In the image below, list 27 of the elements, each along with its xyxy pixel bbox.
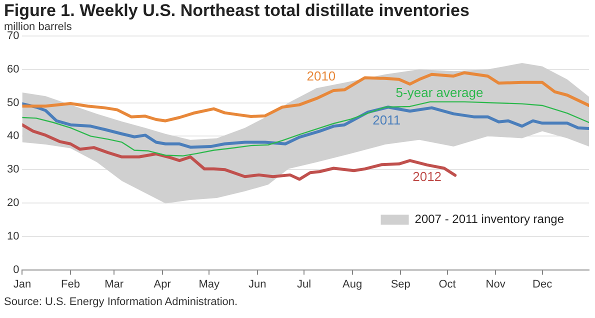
x-tick-label: Feb — [61, 278, 80, 290]
y-tick-label: 50 — [6, 96, 20, 109]
x-tick-label: Sep — [390, 278, 410, 290]
x-tick-label: Mar — [104, 278, 124, 290]
series-label: 2010 — [306, 68, 336, 84]
x-tick-label: Jun — [248, 278, 266, 290]
x-tick-label: Jan — [13, 278, 32, 290]
source-note: Source: U.S. Energy Information Administration. — [4, 296, 238, 308]
series-label: 2012 — [412, 169, 442, 184]
x-tick-label: Dec — [532, 278, 553, 290]
y-tick-label: 60 — [6, 63, 20, 76]
series-label: 5-year average — [396, 85, 484, 100]
legend-label: 2007 - 2011 inventory range — [414, 212, 564, 226]
x-tick-label: May — [198, 278, 220, 290]
x-tick-label: Oct — [438, 278, 456, 290]
y-tick-label: 70 — [6, 30, 20, 42]
y-tick-label: 30 — [6, 164, 20, 176]
y-tick-label: 10 — [6, 230, 20, 242]
y-tick-label: 0 — [13, 264, 20, 276]
x-tick-label: Jul — [297, 278, 312, 290]
y-tick-label: 20 — [6, 197, 20, 210]
series-label: 2011 — [372, 112, 401, 128]
y-tick-label: 40 — [6, 130, 20, 142]
x-tick-label: Aug — [342, 278, 362, 290]
chart-title: Figure 1. Weekly U.S. Northeast total distillate inventories — [4, 1, 470, 21]
x-tick-label: Apr — [154, 278, 172, 290]
x-tick-label: Nov — [486, 278, 506, 290]
